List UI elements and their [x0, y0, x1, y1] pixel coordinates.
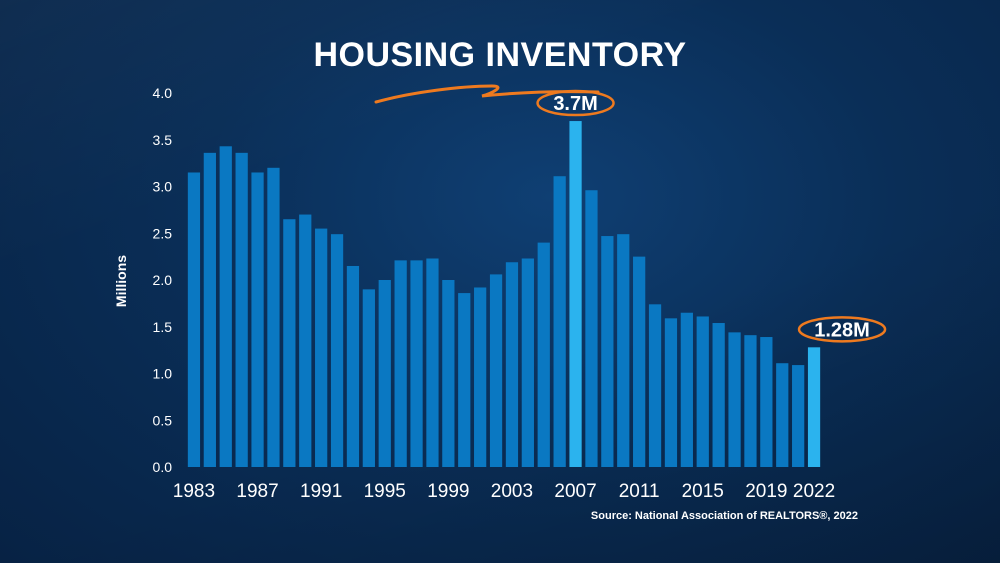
- y-tick-label: 3.0: [153, 179, 173, 195]
- bar-2001: [474, 287, 487, 467]
- title-underline-swoosh: [374, 84, 600, 104]
- bar-1987: [251, 172, 264, 468]
- x-axis: 1983 1987 1991 1995 1999 2003 2007 2011 2015 2019…: [173, 481, 835, 502]
- bar-1997: [410, 260, 423, 467]
- bar-1998: [426, 258, 439, 467]
- bar-1983: [187, 172, 201, 468]
- bar-1994: [362, 289, 375, 467]
- chart-title: HOUSING INVENTORY: [313, 36, 687, 74]
- y-tick-label: 1.0: [153, 366, 173, 382]
- bar-2018: [744, 335, 757, 467]
- x-tick-label: 2003: [491, 481, 533, 502]
- bar-2004: [521, 258, 534, 467]
- bar-1996: [394, 260, 407, 467]
- bar-1999: [442, 280, 455, 467]
- callouts: 3.7M 1.28M: [536, 89, 887, 343]
- bar-2011: [633, 256, 646, 468]
- bar-2020: [776, 363, 789, 467]
- bar-2022: [807, 347, 821, 467]
- bar-1993: [346, 265, 360, 467]
- bar-2008: [585, 190, 598, 468]
- x-tick-label: 2022: [793, 481, 835, 502]
- x-tick-label: 1991: [300, 481, 342, 502]
- bar-2003: [505, 262, 519, 467]
- bar-1986: [235, 152, 248, 467]
- data-label: 1.28M: [814, 319, 870, 341]
- y-axis-label: Millions: [113, 255, 129, 307]
- bar-2012: [648, 304, 662, 467]
- source-note: Source: National Association of REALTORS…: [590, 510, 858, 522]
- x-tick-label: 2015: [682, 481, 724, 502]
- callout-ring: [797, 316, 887, 343]
- y-tick-label: 3.5: [153, 132, 173, 148]
- bar-1990: [299, 214, 312, 467]
- bar-1991: [315, 228, 328, 467]
- x-tick-label: 2011: [619, 481, 660, 502]
- bar-2007: [569, 121, 582, 468]
- y-axis: 0.0 0.5 1.0 1.5 2.0 2.5 3.0 3.5 4.0: [153, 85, 173, 475]
- y-tick-label: 4.0: [153, 85, 173, 101]
- bar-2009: [601, 236, 614, 467]
- bar-2021: [792, 365, 805, 467]
- bar-series: [187, 121, 821, 468]
- bar-2019: [760, 337, 773, 467]
- bar-2000: [458, 293, 471, 467]
- y-tick-label: 0.5: [153, 412, 173, 428]
- x-tick-label: 2019: [745, 481, 787, 502]
- callout-ring: [536, 89, 615, 117]
- bar-2016: [712, 323, 725, 467]
- x-tick-label: 1983: [173, 481, 215, 502]
- bar-2013: [664, 318, 678, 467]
- x-tick-label: 1995: [364, 481, 406, 502]
- y-tick-label: 1.5: [153, 319, 173, 335]
- bar-2002: [489, 274, 503, 467]
- y-tick-label: 2.0: [153, 272, 173, 288]
- bar-1985: [219, 146, 232, 468]
- bar-1988: [267, 167, 280, 468]
- bar-1989: [283, 219, 296, 467]
- bar-2005: [537, 242, 550, 467]
- y-tick-label: 0.0: [153, 459, 173, 475]
- bar-1995: [378, 280, 391, 467]
- bar-1984: [203, 152, 216, 467]
- bar-2015: [696, 316, 709, 467]
- data-label: 3.7M: [553, 93, 597, 115]
- bar-1992: [330, 234, 344, 467]
- bar-2014: [680, 312, 693, 467]
- y-tick-label: 2.5: [153, 225, 173, 241]
- x-tick-label: 1999: [427, 481, 469, 502]
- bar-2017: [728, 332, 741, 467]
- bar-2006: [553, 176, 566, 467]
- x-tick-label: 1987: [236, 481, 278, 502]
- x-tick-label: 2007: [554, 481, 596, 502]
- bar-2010: [617, 234, 630, 467]
